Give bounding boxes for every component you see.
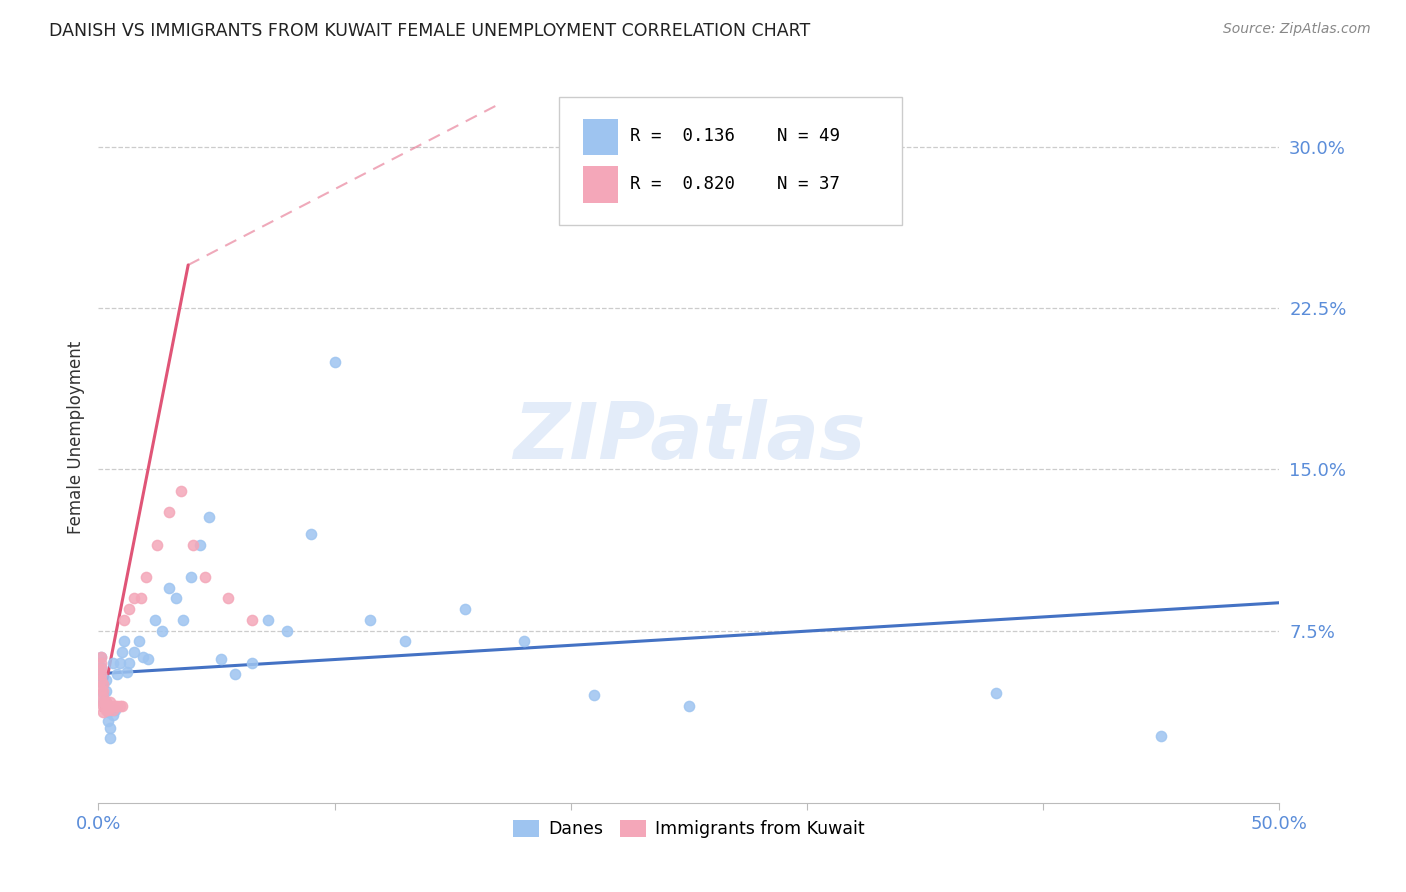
Point	[101, 703, 124, 717]
Point	[105, 698, 128, 713]
Point	[217, 591, 239, 606]
Point	[91, 677, 114, 691]
Point	[104, 703, 127, 717]
Point	[143, 613, 166, 627]
Point	[224, 666, 246, 681]
Point	[90, 681, 112, 696]
Point	[90, 660, 112, 674]
Point	[91, 690, 114, 705]
Point	[94, 695, 117, 709]
Point	[129, 591, 152, 606]
Point	[181, 538, 204, 552]
Point	[122, 591, 145, 606]
Point	[209, 651, 232, 665]
Point	[323, 355, 346, 369]
Point	[91, 695, 114, 709]
Point	[108, 656, 131, 670]
Point	[98, 721, 121, 735]
Point	[91, 686, 114, 700]
Bar	[582, 119, 619, 155]
Point	[97, 706, 120, 720]
Point	[150, 624, 173, 638]
Point	[299, 527, 322, 541]
Point	[170, 483, 193, 498]
Point	[240, 613, 263, 627]
Point	[91, 706, 114, 720]
Point	[90, 669, 112, 683]
Point	[359, 613, 381, 627]
Point	[91, 684, 114, 698]
Point	[94, 673, 117, 688]
Point	[101, 707, 124, 722]
Point	[91, 695, 114, 709]
Point	[90, 649, 112, 664]
Point	[453, 602, 475, 616]
Point	[90, 662, 112, 676]
Point	[257, 613, 280, 627]
Text: ZIPatlas: ZIPatlas	[513, 399, 865, 475]
Point	[165, 591, 187, 606]
Point	[111, 645, 134, 659]
Point	[97, 703, 120, 717]
Point	[94, 698, 117, 713]
Point	[118, 602, 141, 616]
Point	[172, 613, 194, 627]
Point	[94, 695, 117, 709]
Point	[101, 656, 124, 670]
Point	[678, 698, 700, 713]
Point	[105, 666, 128, 681]
Point	[91, 698, 114, 713]
Point	[1150, 729, 1173, 743]
Point	[90, 673, 112, 688]
Point	[98, 731, 121, 746]
Point	[101, 698, 124, 713]
Point	[512, 634, 534, 648]
Point	[146, 538, 169, 552]
Point	[180, 570, 202, 584]
Point	[97, 698, 120, 713]
Point	[94, 684, 117, 698]
Y-axis label: Female Unemployment: Female Unemployment	[66, 341, 84, 533]
Point	[188, 538, 211, 552]
Point	[104, 698, 127, 713]
Point	[240, 656, 263, 670]
Point	[194, 570, 217, 584]
Text: R =  0.820    N = 37: R = 0.820 N = 37	[630, 175, 839, 193]
Point	[90, 666, 112, 681]
Point	[112, 613, 135, 627]
Point	[90, 656, 112, 670]
Point	[118, 656, 141, 670]
Point	[984, 686, 1007, 700]
Point	[157, 581, 180, 595]
FancyBboxPatch shape	[560, 97, 901, 225]
Point	[112, 634, 135, 648]
Bar	[582, 167, 619, 203]
Text: DANISH VS IMMIGRANTS FROM KUWAIT FEMALE UNEMPLOYMENT CORRELATION CHART: DANISH VS IMMIGRANTS FROM KUWAIT FEMALE …	[49, 22, 810, 40]
Point	[98, 698, 121, 713]
Text: R =  0.136    N = 49: R = 0.136 N = 49	[630, 128, 839, 145]
Point	[157, 505, 180, 519]
Point	[115, 665, 138, 679]
Point	[276, 624, 298, 638]
Point	[128, 634, 150, 648]
Point	[98, 695, 121, 709]
Point	[394, 634, 416, 648]
Point	[122, 645, 145, 659]
Legend: Danes, Immigrants from Kuwait: Danes, Immigrants from Kuwait	[506, 813, 872, 846]
Point	[97, 714, 120, 728]
Point	[94, 703, 117, 717]
Point	[108, 698, 131, 713]
Point	[132, 649, 155, 664]
Point	[583, 688, 606, 702]
Point	[135, 570, 157, 584]
Point	[198, 509, 221, 524]
Text: Source: ZipAtlas.com: Source: ZipAtlas.com	[1223, 22, 1371, 37]
Point	[90, 649, 112, 664]
Point	[111, 698, 134, 713]
Point	[91, 677, 114, 691]
Point	[136, 651, 159, 665]
